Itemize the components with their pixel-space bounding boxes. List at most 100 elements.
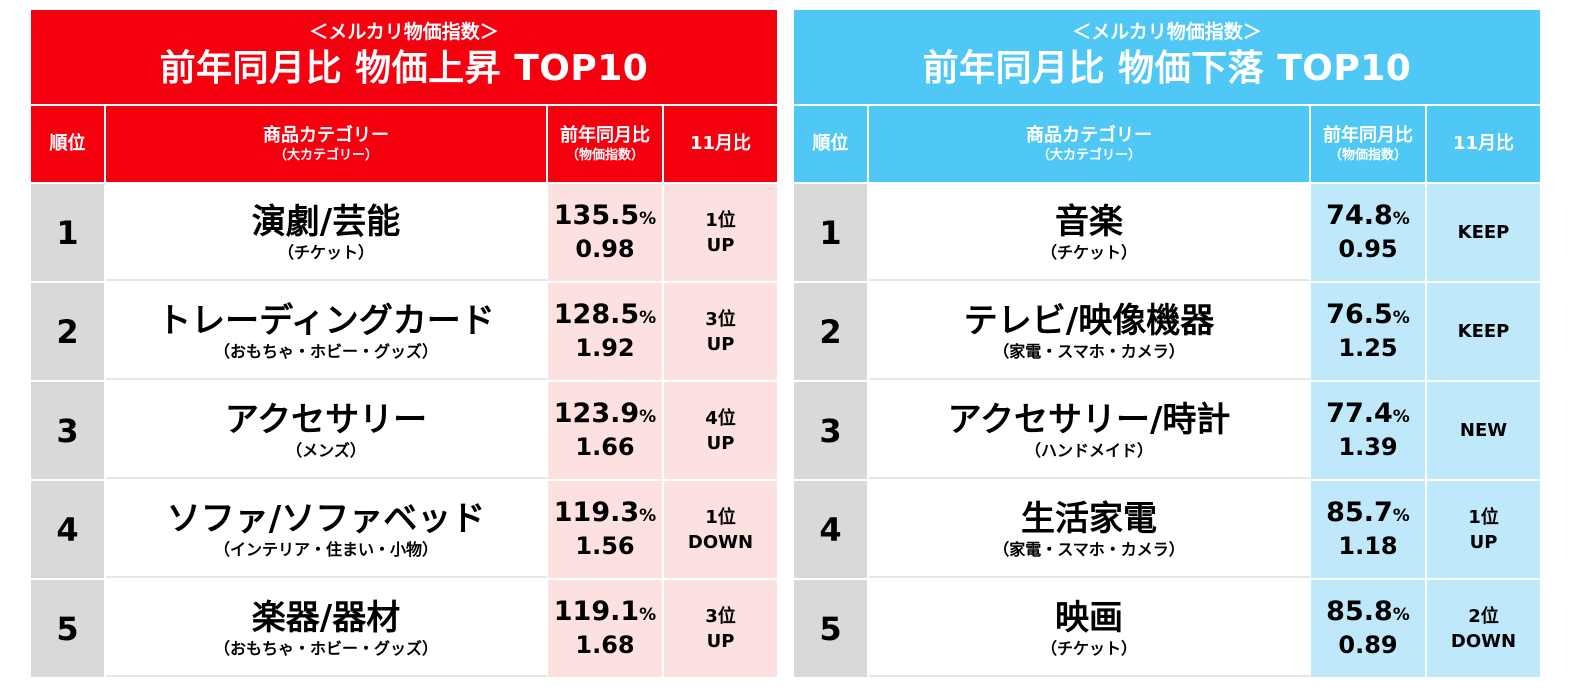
rank-cell: 5 [31,578,106,677]
price-index: 1.39 [1338,433,1398,461]
category-cell: 音楽 （チケット） [869,182,1311,281]
yoy-percent: 135.5% [553,200,657,231]
mom-cell: 3位 UP [664,281,777,380]
category-cell: アクセサリー/時計 （ハンドメイド） [869,380,1311,479]
rank-header: 順位 [31,104,106,182]
price-index: 1.66 [575,433,635,461]
yoy-header: 前年同月比 （物価指数） [1311,104,1427,182]
yoy-percent: 76.5% [1326,299,1410,330]
yoy-cell: 77.4% 1.39 [1311,380,1427,479]
category-name: 演劇/芸能 [251,201,401,242]
price-index: 1.25 [1338,334,1398,362]
mom-direction: UP [1469,531,1498,553]
mom-cell: 1位 DOWN [664,479,777,578]
mom-change: NEW [1459,420,1508,441]
category-cell: テレビ/映像機器 （家電・スマホ・カメラ） [869,281,1311,380]
mom-change: 1位 [705,506,736,528]
price-index: 1.68 [575,631,635,659]
mom-change: 2位 [1468,605,1499,627]
price-rise-title: 前年同月比 物価上昇 TOP10 [159,48,649,89]
rank-cell: 4 [794,479,869,578]
rank-cell: 3 [794,380,869,479]
mom-cell: KEEP [1427,281,1540,380]
category-name: ソファ/ソファベッド [166,498,486,539]
table-row: 4 ソファ/ソファベッド （インテリア・住まい・小物） 119.3% 1.56 1位 DOW… [31,479,777,578]
table-row: 4 生活家電 （家電・スマホ・カメラ） 85.7% 1.18 1位 UP [794,479,1540,578]
yoy-percent: 85.7% [1326,497,1410,528]
yoy-cell: 85.8% 0.89 [1311,578,1427,677]
mom-change: 3位 [705,308,736,330]
price-index: 1.56 [575,532,635,560]
table-row: 2 テレビ/映像機器 （家電・スマホ・カメラ） 76.5% 1.25 KEEP [794,281,1540,380]
category-name: 映画 [1055,597,1123,638]
category-parent: （おもちゃ・ホビー・グッズ） [213,341,438,361]
table-row: 2 トレーディングカード （おもちゃ・ホビー・グッズ） 128.5% 1.92 3位 UP [31,281,777,380]
category-cell: 映画 （チケット） [869,578,1311,677]
table-row: 3 アクセサリー （メンズ） 123.9% 1.66 4位 UP [31,380,777,479]
yoy-cell: 74.8% 0.95 [1311,182,1427,281]
table-row: 1 音楽 （チケット） 74.8% 0.95 KEEP [794,182,1540,281]
price-index: 0.98 [575,235,635,263]
rank-cell: 2 [794,281,869,380]
table-row: 5 楽器/器材 （おもちゃ・ホビー・グッズ） 119.1% 1.68 3位 UP [31,578,777,677]
price-rise-title-banner: ＜メルカリ物価指数＞ 前年同月比 物価上昇 TOP10 [31,10,777,104]
category-header: 商品カテゴリー （大カテゴリー） [869,104,1311,182]
category-name: トレーディングカード [157,300,495,341]
yoy-cell: 76.5% 1.25 [1311,281,1427,380]
category-parent: （インテリア・住まい・小物） [213,539,438,559]
mom-cell: 3位 UP [664,578,777,677]
rank-cell: 3 [31,380,106,479]
mom-direction: UP [706,333,735,355]
yoy-cell: 135.5% 0.98 [548,182,664,281]
mom-change: 1位 [1468,506,1499,528]
category-parent: （チケット） [1040,242,1137,262]
yoy-percent: 85.8% [1326,596,1410,627]
price-fall-table: 順位 商品カテゴリー （大カテゴリー） 前年同月比 （物価指数） 11月比 1 音楽（… [794,104,1540,677]
category-cell: 楽器/器材 （おもちゃ・ホビー・グッズ） [106,578,548,677]
rank-cell: 1 [794,182,869,281]
mom-change: 3位 [705,605,736,627]
mom-direction: UP [706,234,735,256]
category-name: アクセサリー/時計 [947,399,1231,440]
category-cell: 演劇/芸能 （チケット） [106,182,548,281]
mom-change: 4位 [705,407,736,429]
yoy-cell: 119.1% 1.68 [548,578,664,677]
yoy-percent: 123.9% [553,398,657,429]
category-name: テレビ/映像機器 [963,300,1215,341]
category-parent: （メンズ） [286,440,366,460]
table-header-row: 順位 商品カテゴリー （大カテゴリー） 前年同月比 （物価指数） 11月比 [31,104,777,182]
yoy-percent: 128.5% [553,299,657,330]
yoy-cell: 85.7% 1.18 [1311,479,1427,578]
rank-cell: 1 [31,182,106,281]
category-name: 楽器/器材 [251,597,401,638]
rank-cell: 4 [31,479,106,578]
category-name: 音楽 [1055,201,1123,242]
mom-cell: KEEP [1427,182,1540,281]
yoy-cell: 123.9% 1.66 [548,380,664,479]
mom-direction: DOWN [1450,630,1517,652]
rank-header: 順位 [794,104,869,182]
category-cell: 生活家電 （家電・スマホ・カメラ） [869,479,1311,578]
category-parent: （ハンドメイド） [1024,440,1153,460]
table-row: 3 アクセサリー/時計 （ハンドメイド） 77.4% 1.39 NEW [794,380,1540,479]
category-cell: アクセサリー （メンズ） [106,380,548,479]
category-parent: （おもちゃ・ホビー・グッズ） [213,638,438,658]
price-index: 1.92 [575,334,635,362]
yoy-percent: 77.4% [1326,398,1410,429]
price-fall-title: 前年同月比 物価下落 TOP10 [922,48,1412,89]
category-cell: ソファ/ソファベッド （インテリア・住まい・小物） [106,479,548,578]
category-parent: （チケット） [277,242,374,262]
yoy-percent: 119.3% [553,497,657,528]
mom-direction: DOWN [687,531,754,553]
price-rise-panel: ＜メルカリ物価指数＞ 前年同月比 物価上昇 TOP10 順位 商品カテゴリー （大… [31,10,777,678]
rank-cell: 2 [31,281,106,380]
mom-header: 11月比 [664,104,777,182]
table-row: 5 映画 （チケット） 85.8% 0.89 2位 DOWN [794,578,1540,677]
mom-direction: UP [706,630,735,652]
category-parent: （家電・スマホ・カメラ） [993,539,1185,559]
mom-change: 1位 [705,209,736,231]
table-header-row: 順位 商品カテゴリー （大カテゴリー） 前年同月比 （物価指数） 11月比 [794,104,1540,182]
mom-change: KEEP [1457,321,1510,342]
price-fall-title-banner: ＜メルカリ物価指数＞ 前年同月比 物価下落 TOP10 [794,10,1540,104]
mom-cell: 1位 UP [664,182,777,281]
